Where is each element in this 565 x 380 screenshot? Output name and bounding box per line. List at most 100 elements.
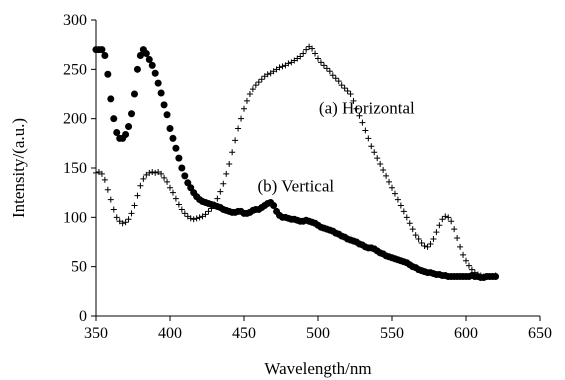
data-point xyxy=(172,195,179,202)
data-point xyxy=(353,105,360,112)
y-tick-label: 0 xyxy=(79,308,87,325)
data-point xyxy=(270,201,278,209)
data-point xyxy=(113,214,120,221)
data-point xyxy=(303,46,310,53)
data-point xyxy=(101,176,108,183)
annotations: (a) Horizontal (b) Vertical xyxy=(257,99,415,196)
data-point xyxy=(202,211,209,218)
data-point xyxy=(175,201,182,208)
data-point xyxy=(468,266,475,273)
series-horizontal xyxy=(93,43,499,280)
data-point xyxy=(344,88,351,95)
data-point xyxy=(356,112,363,119)
data-point xyxy=(463,257,469,264)
data-point xyxy=(439,216,446,223)
data-point xyxy=(107,196,114,203)
data-point xyxy=(350,97,357,104)
data-point xyxy=(164,178,171,185)
annotation-label: (a) Horizontal xyxy=(319,99,415,118)
data-point xyxy=(122,130,130,138)
data-point xyxy=(430,236,437,243)
data-point xyxy=(205,208,212,215)
data-point xyxy=(424,243,431,250)
data-point xyxy=(98,170,105,177)
data-point xyxy=(122,219,129,226)
data-point xyxy=(241,105,247,112)
data-point xyxy=(255,79,262,86)
data-point xyxy=(151,69,159,77)
x-tick-label: 550 xyxy=(380,325,404,342)
series-layer xyxy=(92,43,500,282)
data-point xyxy=(133,65,141,73)
data-point xyxy=(175,154,183,162)
data-point xyxy=(160,101,168,109)
annotation-label: (b) Vertical xyxy=(257,177,334,196)
data-point xyxy=(276,64,283,71)
y-tick-label: 300 xyxy=(63,12,87,29)
axes xyxy=(95,20,540,317)
data-point xyxy=(332,75,339,82)
data-point xyxy=(371,149,378,156)
y-axis-title: Intensity/(a.u.) xyxy=(9,118,28,218)
data-point xyxy=(297,53,304,60)
data-point xyxy=(258,76,265,83)
data-point xyxy=(380,166,387,173)
data-point xyxy=(400,208,407,215)
data-point xyxy=(320,62,327,69)
series-vertical xyxy=(92,46,500,282)
data-point xyxy=(365,135,372,142)
data-point xyxy=(163,111,171,119)
data-point xyxy=(246,91,253,97)
data-point xyxy=(178,206,185,213)
y-tick-label: 200 xyxy=(63,111,87,128)
data-point xyxy=(362,127,369,134)
data-point xyxy=(315,55,321,62)
data-point xyxy=(264,71,271,78)
data-point xyxy=(383,172,390,179)
data-point xyxy=(161,174,168,181)
data-point xyxy=(329,72,336,79)
data-point xyxy=(445,214,452,221)
data-point xyxy=(460,251,467,258)
data-point xyxy=(107,95,115,103)
x-tick-label: 500 xyxy=(306,325,330,342)
data-point xyxy=(391,190,398,197)
data-point xyxy=(368,143,375,150)
data-point xyxy=(326,68,333,75)
data-point xyxy=(427,240,434,247)
data-point xyxy=(309,45,316,52)
x-tick-label: 400 xyxy=(158,325,182,342)
data-point xyxy=(113,128,121,136)
data-point xyxy=(169,134,177,142)
y-tick-label: 100 xyxy=(63,209,87,226)
data-point xyxy=(389,184,395,191)
data-point xyxy=(415,236,422,243)
x-tick-label: 450 xyxy=(232,325,256,342)
x-tick-label: 600 xyxy=(454,325,478,342)
x-tick-label: 650 xyxy=(528,325,552,342)
data-point xyxy=(436,222,443,229)
x-axis-title: Wavelength/nm xyxy=(264,359,371,378)
data-point xyxy=(154,79,162,87)
data-point xyxy=(220,180,227,187)
data-point xyxy=(148,61,156,69)
data-point xyxy=(412,232,419,239)
data-point xyxy=(243,97,250,104)
data-point xyxy=(403,214,410,221)
data-point xyxy=(128,110,136,118)
data-point xyxy=(110,115,118,123)
data-point xyxy=(421,242,428,249)
data-point xyxy=(181,172,189,180)
data-point xyxy=(149,168,156,175)
data-point xyxy=(152,169,159,176)
data-point xyxy=(457,243,464,250)
ticks xyxy=(91,19,541,321)
data-point xyxy=(397,202,404,209)
data-point xyxy=(142,50,150,58)
data-point xyxy=(406,220,413,227)
data-point xyxy=(169,189,176,196)
data-point xyxy=(394,196,401,203)
data-point xyxy=(335,78,342,85)
data-point xyxy=(442,213,449,220)
data-point xyxy=(181,210,188,217)
